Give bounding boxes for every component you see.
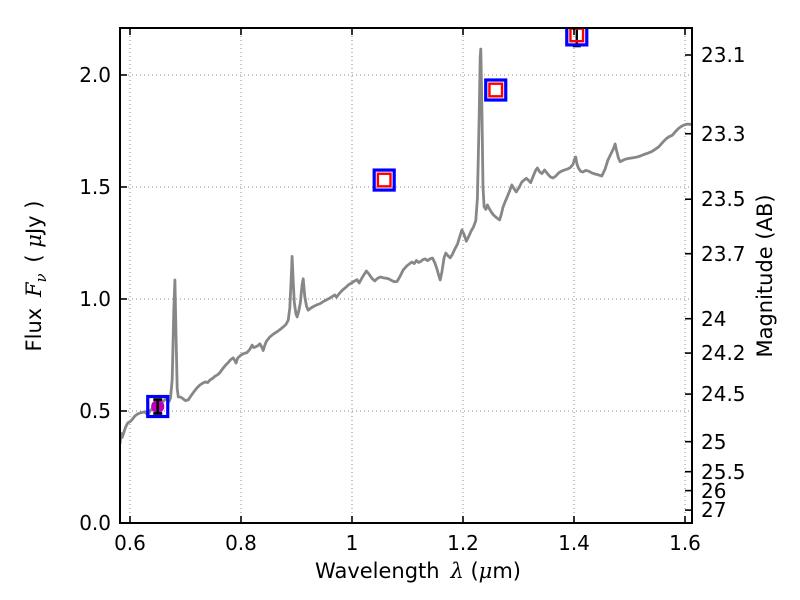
y-right-tick-label: 23.1 bbox=[701, 42, 746, 67]
data-layer bbox=[120, 28, 692, 445]
outer-square-marker bbox=[146, 394, 170, 419]
y-left-tick-label: 0.5 bbox=[79, 398, 111, 423]
outer-square-marker bbox=[565, 28, 589, 47]
y-left-tick-label: 0.0 bbox=[79, 511, 111, 535]
y-right-tick-label: 24.5 bbox=[701, 382, 746, 407]
y-left-tick-label: 1.5 bbox=[79, 174, 111, 199]
inner-square-marker bbox=[376, 172, 392, 188]
x-tick-label: 1.2 bbox=[447, 531, 479, 555]
x-tick-label: 1.4 bbox=[558, 531, 590, 555]
spectrum-line bbox=[120, 47, 692, 445]
y-right-tick-label: 24.2 bbox=[701, 341, 746, 366]
photometry-markers bbox=[146, 28, 589, 419]
y-left-tick-label: 2.0 bbox=[79, 62, 111, 87]
outer-square-marker bbox=[484, 78, 508, 102]
y-left-tick-label: 1.0 bbox=[79, 286, 111, 311]
x-tick-label: 0.6 bbox=[114, 531, 146, 555]
y-right-tick-label: 27 bbox=[701, 498, 727, 523]
x-tick-label: 0.8 bbox=[225, 531, 257, 555]
axes-spines-and-ticks bbox=[119, 27, 693, 524]
y-right-tick-label: 24 bbox=[701, 306, 727, 331]
y-right-tick-label: 25.5 bbox=[701, 459, 746, 484]
inner-square-marker bbox=[488, 82, 504, 98]
x-tick-label: 1.6 bbox=[669, 531, 701, 555]
y-right-tick-label: 23.7 bbox=[701, 241, 746, 266]
y-right-tick-label: 26 bbox=[701, 478, 727, 503]
x-tick-label: 1 bbox=[345, 531, 359, 555]
outer-square-marker bbox=[372, 168, 396, 192]
y-right-tick-label: 23.5 bbox=[701, 187, 746, 212]
y-right-tick-label: 25 bbox=[701, 429, 727, 454]
y-right-tick-label: 23.3 bbox=[701, 121, 746, 146]
gridlines bbox=[120, 28, 692, 523]
